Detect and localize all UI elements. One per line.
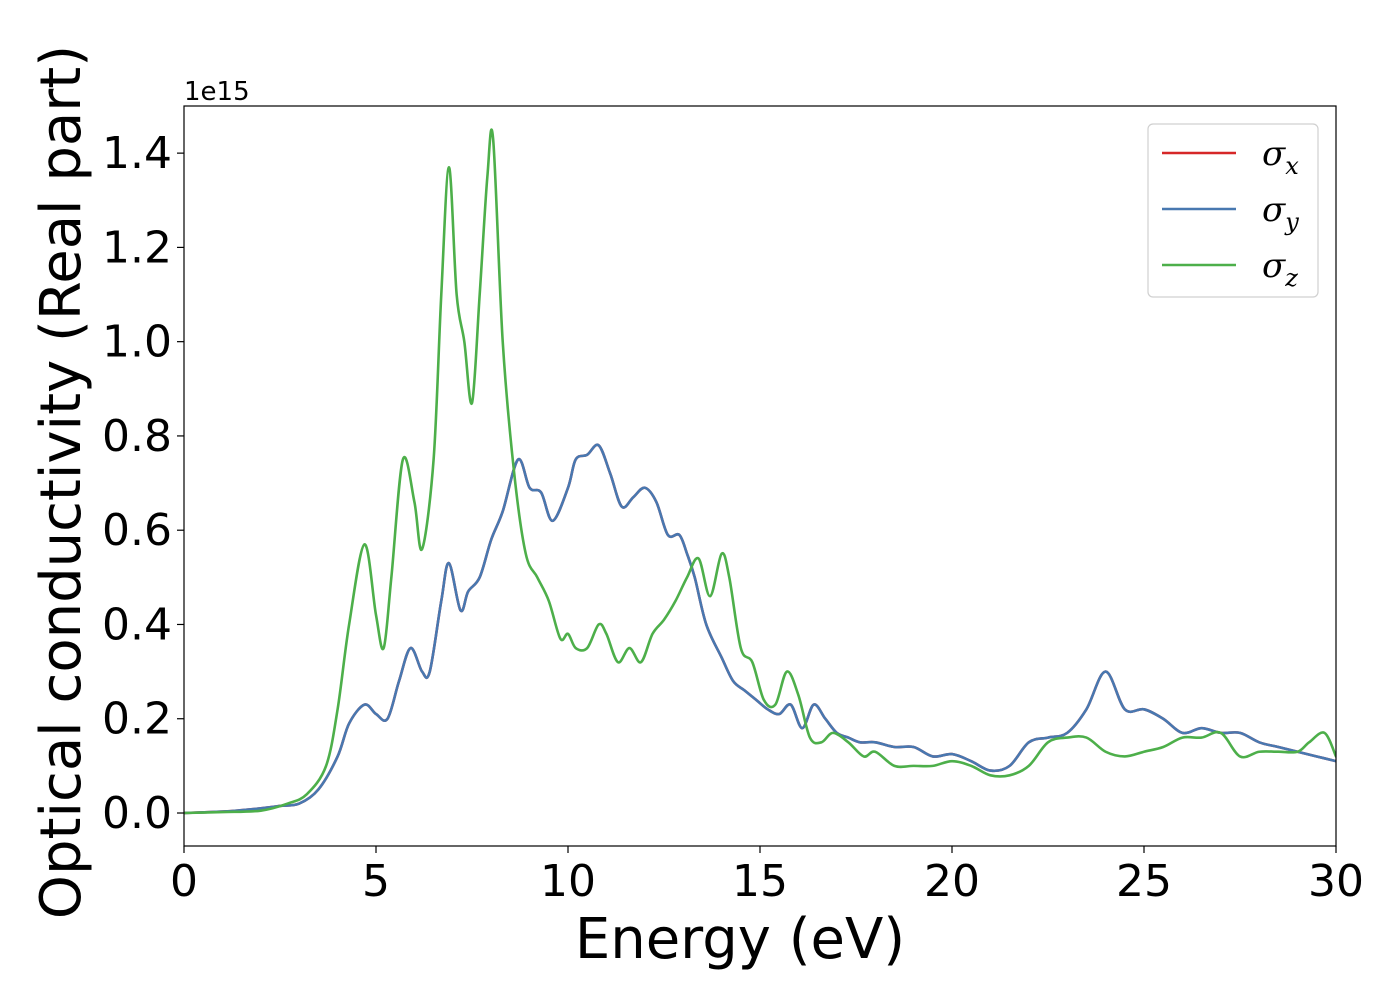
legend-label: σz — [1262, 246, 1298, 292]
series-line-z — [184, 128, 1336, 815]
x-axis-label: Energy (eV) — [575, 907, 905, 972]
y-tick-label: 0.6 — [102, 505, 172, 556]
legend: σx σy σz — [1147, 123, 1319, 298]
y-tick-label: 0.8 — [102, 411, 172, 462]
y-tick-label: 1.2 — [102, 222, 172, 273]
y-axis-label: Optical conductivity (Real part) — [29, 45, 94, 919]
x-tick-label: 15 — [732, 856, 788, 907]
legend-label: σx — [1262, 134, 1299, 180]
x-tick-label: 30 — [1308, 856, 1364, 907]
axes: 0 5 10 15 20 25 30 0.0 0.2 0.4 0.6 0.8 1.0 1.2 1.4 1e15… — [29, 45, 1364, 972]
series-lines — [184, 128, 1336, 815]
legend-box — [1147, 123, 1319, 298]
x-tick-label: 5 — [362, 856, 390, 907]
y-tick-label: 0.2 — [102, 694, 172, 745]
series-line-y — [184, 443, 1336, 815]
legend-entry-y: σy — [1162, 190, 1299, 236]
legend-label: σy — [1262, 190, 1299, 236]
x-tick-label: 20 — [924, 856, 980, 907]
legend-entry-x: σx — [1162, 134, 1299, 180]
y-tick-label: 0.0 — [102, 788, 172, 839]
y-tick-label: 0.4 — [102, 599, 172, 650]
y-offset-label: 1e15 — [184, 77, 250, 107]
y-tick-label: 1.4 — [102, 128, 172, 179]
legend-entry-z: σz — [1162, 246, 1298, 292]
x-tick-label: 25 — [1116, 856, 1172, 907]
plot-area — [184, 128, 1336, 815]
x-tick-label: 10 — [540, 856, 596, 907]
x-tick-label: 0 — [170, 856, 198, 907]
y-tick-label: 1.0 — [102, 317, 172, 368]
